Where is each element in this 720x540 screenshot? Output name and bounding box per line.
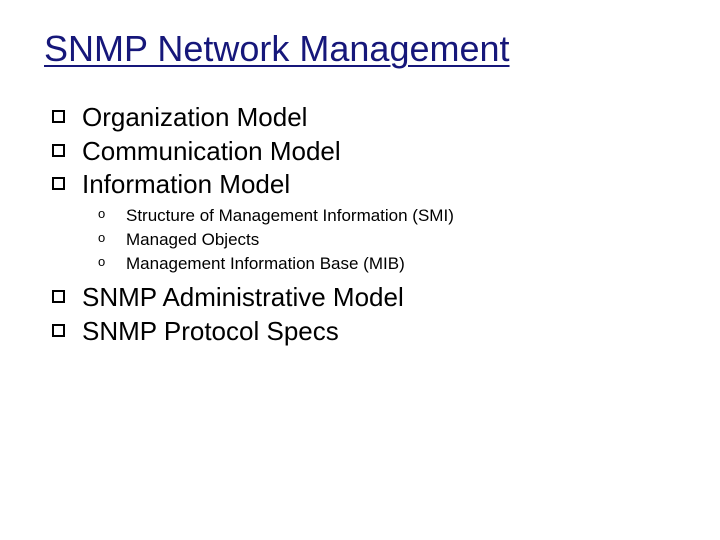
l2-item: Structure of Management Information (SMI… xyxy=(98,205,478,227)
l1-item: SNMP Administrative Model xyxy=(52,281,676,314)
l1-item: Information Model xyxy=(52,168,676,201)
level1-list-bottom: SNMP Administrative Model SNMP Protocol … xyxy=(52,281,676,348)
slide: SNMP Network Management Organization Mod… xyxy=(0,0,720,540)
level2-list: Structure of Management Information (SMI… xyxy=(98,205,478,275)
level1-list-top: Organization Model Communication Model I… xyxy=(52,101,676,201)
l1-item: Communication Model xyxy=(52,135,676,168)
l2-item: Management Information Base (MIB) xyxy=(98,253,478,275)
l2-item: Managed Objects xyxy=(98,229,478,251)
l1-item: Organization Model xyxy=(52,101,676,134)
l1-item: SNMP Protocol Specs xyxy=(52,315,676,348)
slide-title: SNMP Network Management xyxy=(44,28,676,69)
